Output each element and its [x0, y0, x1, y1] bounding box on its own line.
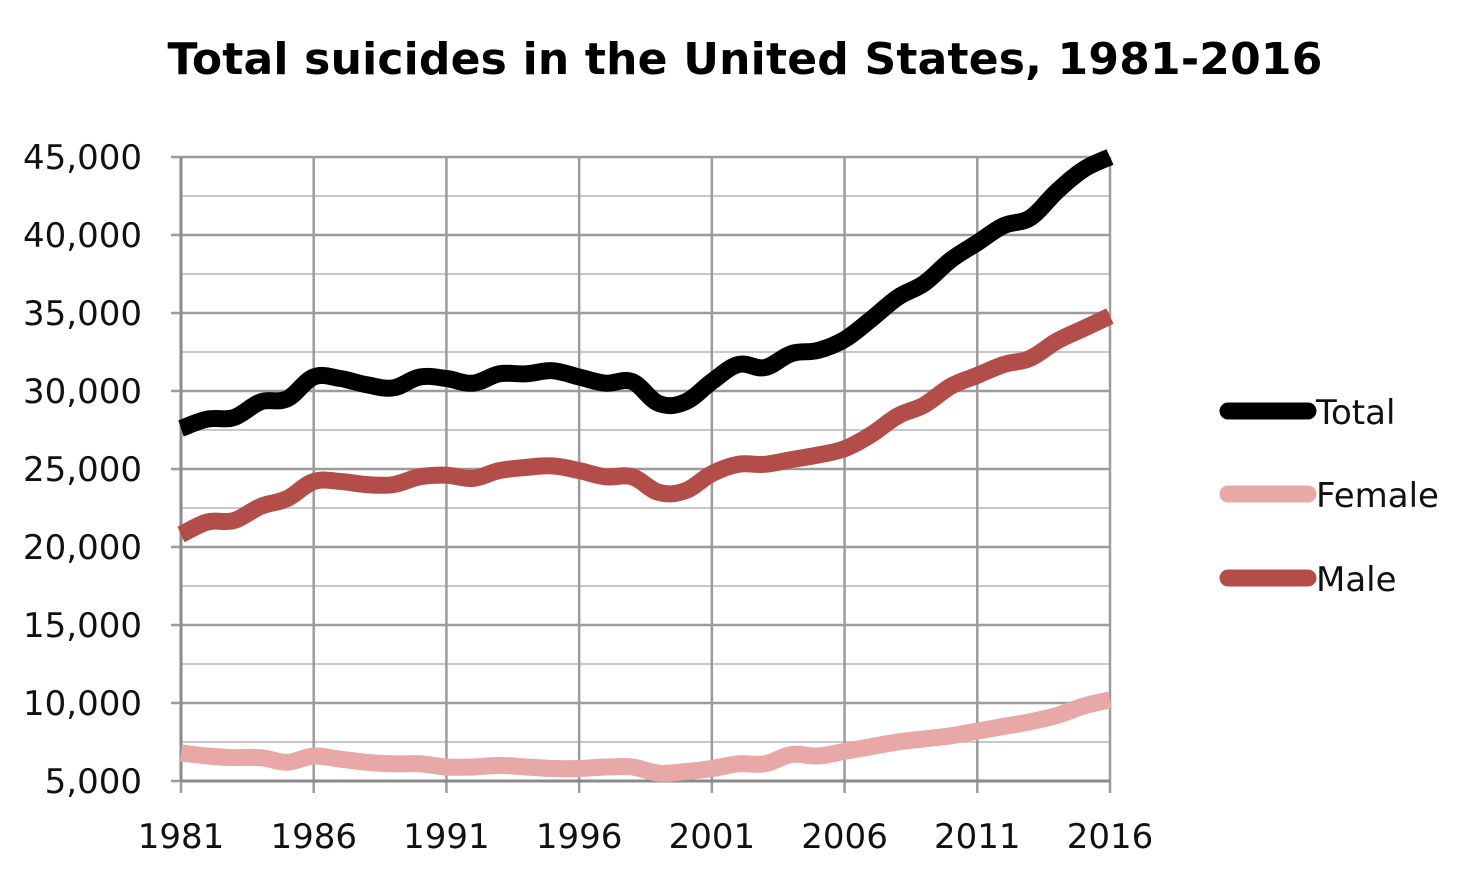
- y-tick-label: 10,000: [23, 684, 142, 724]
- x-tick-label: 2006: [801, 817, 888, 857]
- legend-label-female: Female: [1316, 476, 1439, 516]
- x-tick-label: 1996: [536, 817, 623, 857]
- x-tick-labels: 1981 1986 1991 1996 2001 2006 2011 2016: [138, 817, 1154, 857]
- series-line-female: [179, 691, 1112, 782]
- series-lines: [177, 149, 1114, 782]
- x-tick-label: 1991: [403, 817, 490, 857]
- x-tick-label: 2001: [669, 817, 756, 857]
- y-tick-labels: 5,000 10,000 15,000 20,000 25,000 30,000 35,00…: [23, 138, 142, 802]
- grid-minor: [181, 195, 1110, 743]
- y-tick-label: 45,000: [23, 138, 142, 178]
- series-line-male: [177, 308, 1114, 543]
- y-tick-label: 25,000: [23, 450, 142, 490]
- x-tick-label: 2011: [934, 817, 1021, 857]
- x-tick-label: 2016: [1067, 817, 1154, 857]
- legend-label-male: Male: [1316, 560, 1397, 600]
- x-tick-label: 1981: [138, 817, 225, 857]
- y-tick-label: 15,000: [23, 606, 142, 646]
- y-tick-label: 30,000: [23, 372, 142, 412]
- series-line-total: [178, 149, 1114, 437]
- x-tick-label: 1986: [270, 817, 357, 857]
- legend-label-total: Total: [1315, 393, 1395, 433]
- legend: Total Female Male: [1219, 393, 1439, 600]
- chart-title: Total suicides in the United States, 198…: [167, 34, 1323, 85]
- y-tick-label: 5,000: [45, 762, 142, 802]
- y-tick-label: 20,000: [23, 528, 142, 568]
- y-tick-label: 40,000: [23, 216, 142, 256]
- y-tick-label: 35,000: [23, 294, 142, 334]
- axes: [179, 157, 1110, 783]
